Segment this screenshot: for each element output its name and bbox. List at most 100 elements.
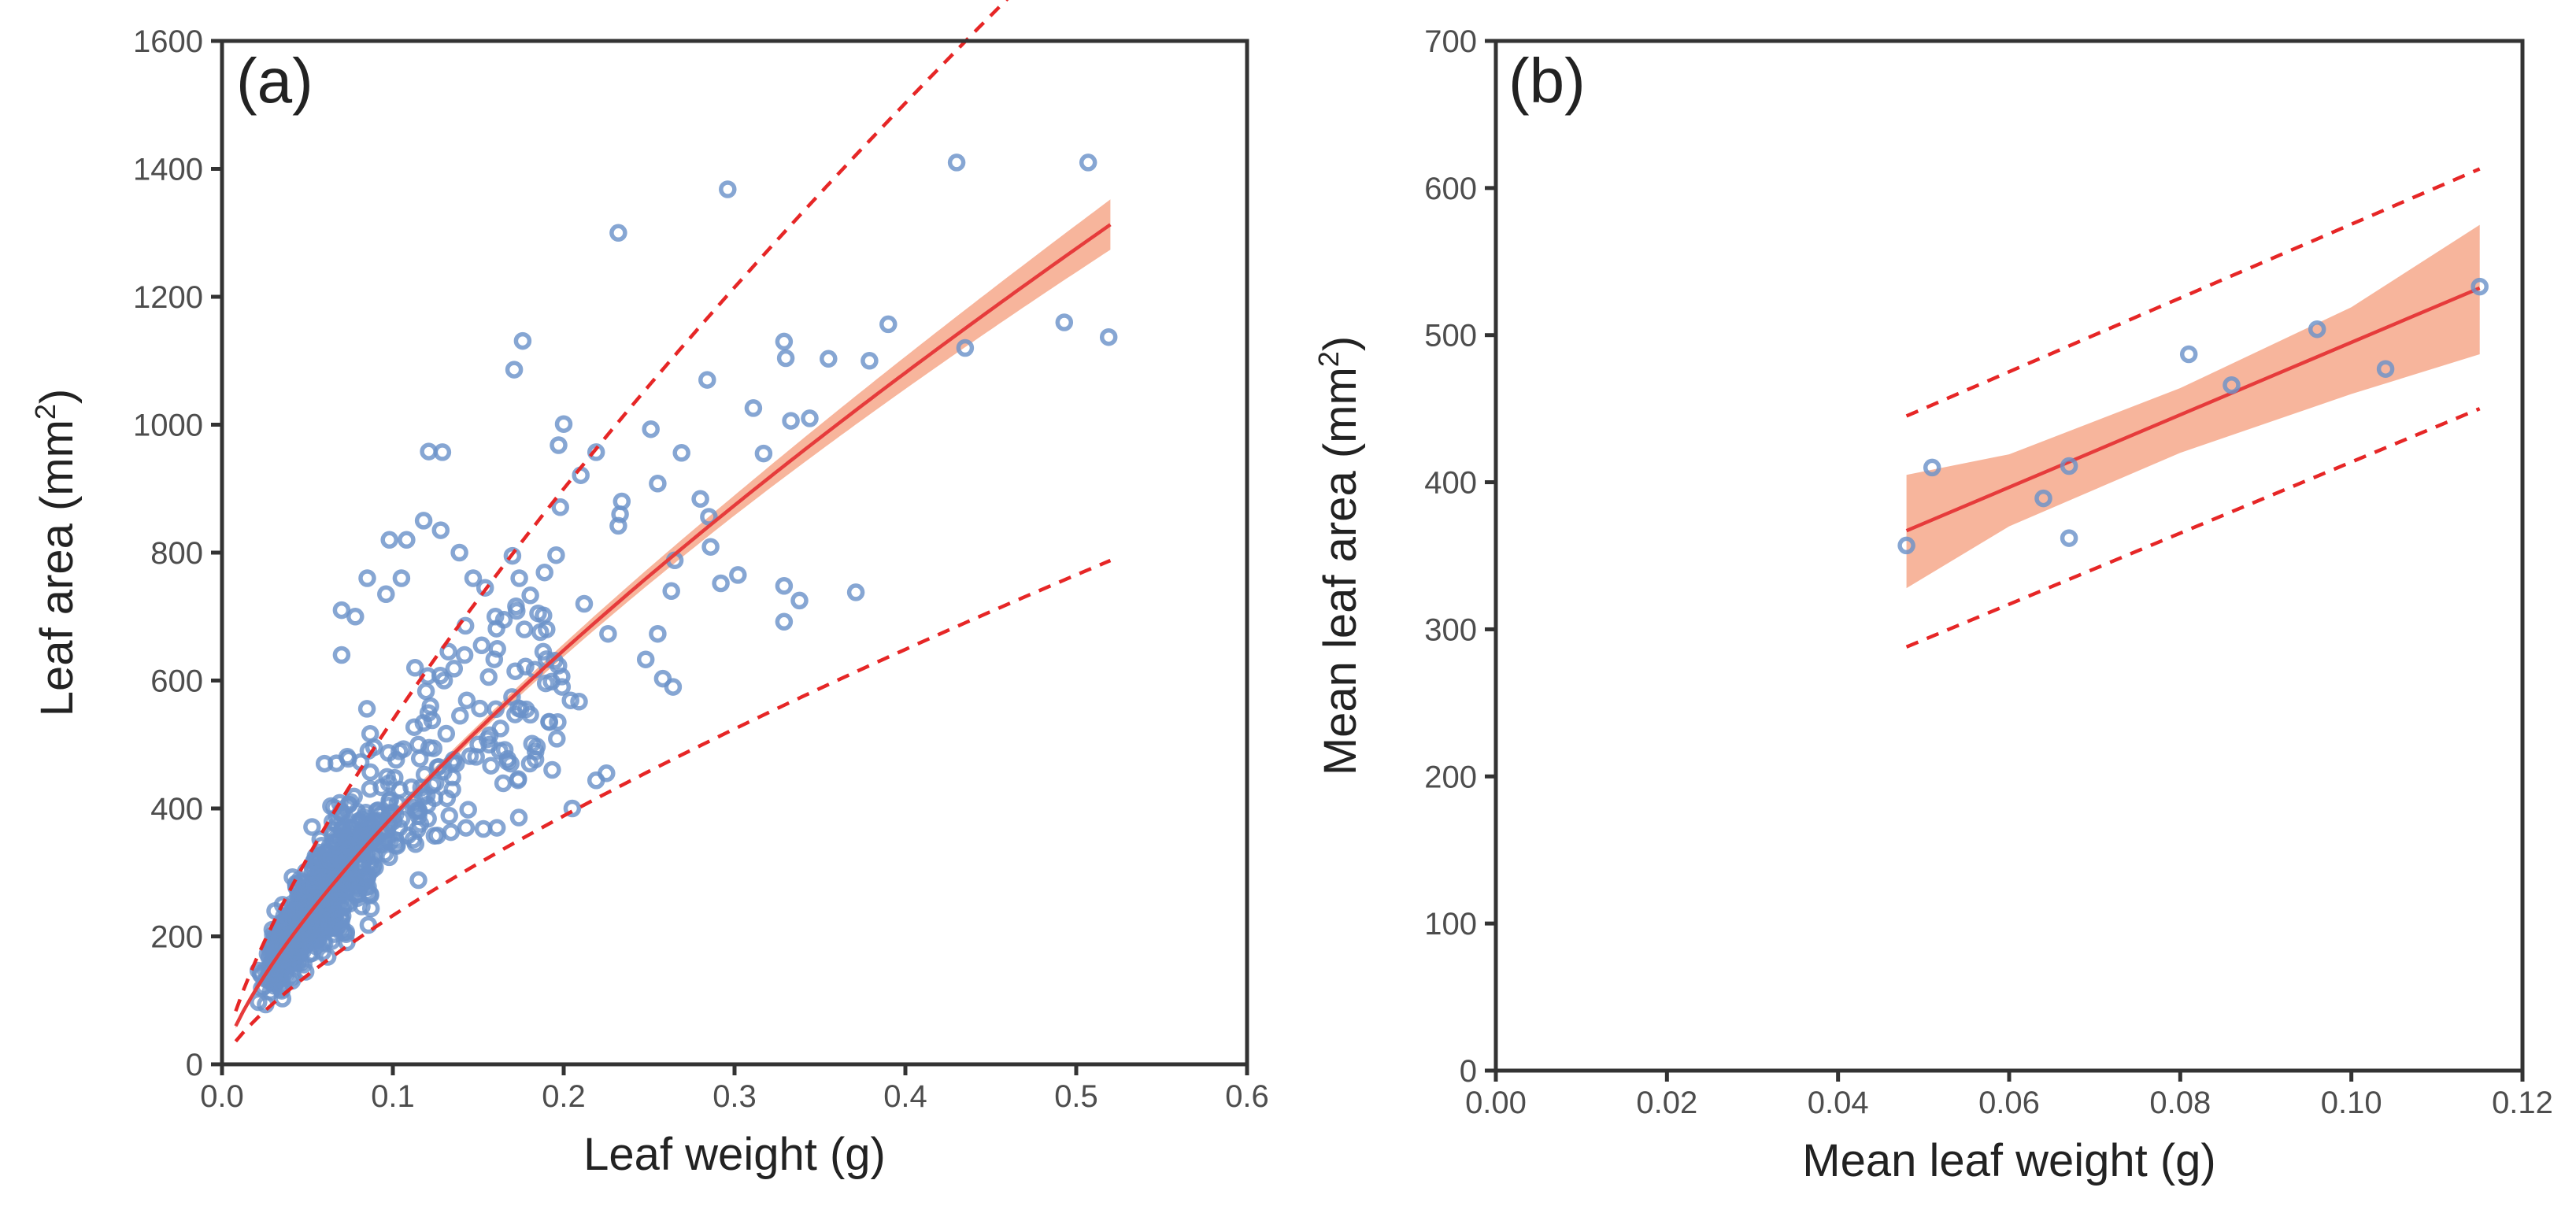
panel-a-point — [535, 563, 553, 582]
panel-a-point — [437, 724, 456, 743]
panel-a-point — [550, 657, 568, 675]
panel-a-x-tick-label: 0.5 — [1054, 1079, 1098, 1114]
panel-b-confidence-band — [1906, 224, 2480, 589]
panel-b-y-tick-label: 600 — [1424, 172, 1477, 206]
panel-b-x-tick-label: 0.00 — [1465, 1086, 1527, 1120]
panel-b-x-tick-label: 0.08 — [2149, 1086, 2211, 1120]
panel-a-point — [421, 697, 439, 716]
panel-a-point — [353, 844, 372, 863]
panel-a-point — [450, 543, 468, 562]
panel-a-point — [712, 574, 730, 593]
panel-a-x-axis-title: Leaf weight (g) — [583, 1129, 886, 1180]
panel-a-point — [550, 436, 568, 454]
panel-b-point — [2308, 320, 2326, 338]
panel-a-point — [538, 620, 556, 638]
panel-a-point — [729, 566, 747, 584]
panel-a-point — [553, 678, 572, 696]
panel-b-y-tick-label: 500 — [1424, 319, 1477, 353]
panel-a-point — [486, 608, 505, 626]
panel-b-y-tick-label: 400 — [1424, 466, 1477, 501]
panel-b-prediction-lower — [1905, 407, 2481, 649]
panel-a-point — [410, 749, 429, 768]
panel-a-x-tick-label: 0.2 — [542, 1079, 586, 1114]
panel-a-point — [509, 808, 528, 827]
panel-a-point — [333, 820, 351, 838]
panel-a-y-tick-label: 600 — [150, 664, 203, 699]
panel-a-point — [956, 338, 975, 357]
panel-a-point — [491, 720, 509, 738]
panel-a-point — [457, 691, 476, 709]
panel-b-point — [2179, 345, 2198, 364]
panel-a-point — [394, 740, 413, 758]
panel-a-point — [776, 349, 795, 368]
panel-a-x-tick-label: 0.0 — [200, 1079, 244, 1114]
panel-a-point — [494, 611, 513, 629]
panel-a-label: (a) — [236, 46, 313, 116]
panel-a-point — [947, 154, 966, 172]
panel-a-y-tick-label: 1600 — [133, 24, 203, 59]
panel-a-point — [357, 700, 376, 718]
panel-b-ci-area — [1906, 224, 2480, 589]
panel-b-prediction-upper — [1905, 167, 2481, 418]
panel-a-point — [587, 771, 605, 790]
panel-a-point — [361, 724, 379, 743]
panel-b-axis-ticks: 0.00 0.02 0.04 0.06 0.08 0.10 0.12 0 100 200 300 40… — [1424, 24, 2553, 1120]
panel-a-point — [303, 818, 321, 836]
panel-b-x-tick-label: 0.02 — [1636, 1086, 1697, 1120]
panel-a-point — [439, 642, 457, 661]
panel-a-y-tick-label: 400 — [150, 792, 203, 827]
panel-a-point — [392, 569, 411, 587]
panel-b-x-tick-label: 0.12 — [2492, 1086, 2553, 1120]
panel-a-y-tick-label: 1400 — [133, 153, 203, 187]
panel-a-point — [782, 412, 800, 430]
panel-a-fit-curve — [234, 223, 1112, 1027]
panel-a-point — [664, 678, 683, 696]
panel-a-point — [505, 361, 524, 379]
panel-a-point — [1079, 154, 1097, 172]
panel-a-point — [361, 885, 379, 904]
panel-b-x-tick-label: 0.04 — [1808, 1086, 1869, 1120]
panel-a-point — [476, 579, 494, 597]
panel-a-point — [353, 897, 371, 916]
panel-a-point — [701, 538, 720, 556]
panel-a-point — [719, 180, 737, 198]
panel-a-point — [339, 875, 358, 893]
panel-a-point — [543, 760, 561, 779]
panel-a-ci-area — [235, 199, 1111, 1029]
panel-a-point — [479, 668, 498, 686]
panel-a-point — [503, 546, 522, 565]
panel-a-point — [672, 444, 690, 462]
panel-b-point — [2223, 375, 2241, 394]
panel-a-point — [420, 738, 439, 757]
panel-a-point — [363, 861, 381, 879]
panel-a-point — [440, 807, 458, 825]
panel-a-point — [649, 624, 667, 643]
panel-a-x-tick-label: 0.1 — [371, 1079, 415, 1114]
panel-a-point — [380, 531, 398, 549]
panel-a-point — [459, 801, 477, 819]
panel-a-point — [599, 624, 617, 643]
panel-a-y-tick-label: 800 — [150, 536, 203, 571]
panel-a-point — [442, 823, 461, 842]
panel-a-point — [445, 660, 464, 678]
panel-a-point — [508, 601, 526, 620]
panel-b-y-tick-label: 300 — [1424, 612, 1477, 647]
panel-a-point — [431, 521, 450, 539]
panel-a-point — [359, 916, 378, 934]
panel-a-point — [405, 659, 424, 677]
panel-a-point — [457, 819, 476, 837]
panel-a-point — [609, 516, 627, 535]
panel-a-point — [433, 443, 452, 461]
panel-b-point — [1897, 536, 1915, 555]
panel-a-point — [698, 371, 716, 389]
panel-a-point — [341, 856, 360, 875]
panel-a-point — [485, 650, 504, 668]
panel-b-point — [2060, 457, 2078, 475]
panel-a-point — [279, 931, 298, 949]
panel-a-point — [549, 713, 567, 731]
panel-a-point — [416, 682, 435, 701]
panel-a-point — [587, 443, 605, 461]
panel-b-scatter-points — [1897, 277, 2489, 555]
panel-a-leaf-area-vs-weight: 0.0 0.1 0.2 0.3 0.4 0.5 0.6 0 200 400 600 800 1000 12… — [29, 0, 1269, 1180]
